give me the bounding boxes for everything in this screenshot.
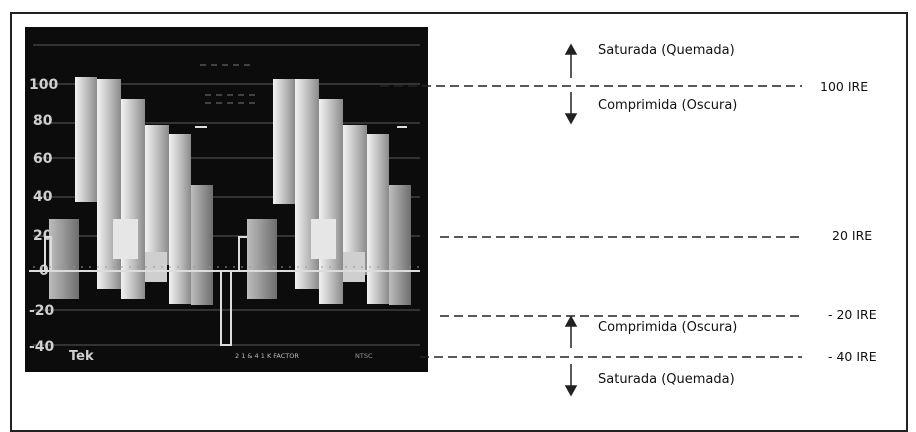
waveform-display: 100 80 60 40 20 0 -20 -40 <box>29 44 420 364</box>
level-label-20: 20 IRE <box>832 228 873 243</box>
graticule-label-80: 80 <box>33 113 53 129</box>
color-bars-right <box>247 79 411 305</box>
arrow-down-bottom-head <box>564 385 578 397</box>
graticule-label-60: 60 <box>33 151 53 167</box>
brand-logo: Tek <box>69 349 94 364</box>
level-label-neg20: - 20 IRE <box>828 307 877 322</box>
graticule-label-20: 20 <box>33 228 53 244</box>
graticule-label-neg20: -20 <box>29 303 55 319</box>
graticule-label-100: 100 <box>29 77 58 93</box>
label-bottom-saturated: Saturada (Quemada) <box>598 372 735 387</box>
label-top-saturated: Saturada (Quemada) <box>598 43 735 58</box>
scope-standard: NTSC <box>355 352 373 360</box>
graticule-label-40: 40 <box>33 189 53 205</box>
label-bottom-compressed: Comprimida (Oscura) <box>598 320 738 335</box>
scope-footer-text: 2 1 & 4 1 K FACTOR <box>235 352 299 360</box>
waveform-monitor: 100 80 60 40 20 0 -20 -40 <box>25 27 428 372</box>
color-bars-left <box>49 77 213 305</box>
label-top-compressed: Comprimida (Oscura) <box>598 98 738 113</box>
arrow-up-bottom-head <box>564 315 578 327</box>
arrow-up-top-head <box>564 43 578 55</box>
level-lines <box>380 85 802 358</box>
level-label-100: 100 IRE <box>820 79 869 94</box>
graticule-dashes <box>200 64 255 104</box>
arrow-down-top-head <box>564 113 578 125</box>
graticule-label-neg40: -40 <box>29 339 55 355</box>
level-label-neg40: - 40 IRE <box>828 349 877 364</box>
sync-trace <box>29 126 420 346</box>
